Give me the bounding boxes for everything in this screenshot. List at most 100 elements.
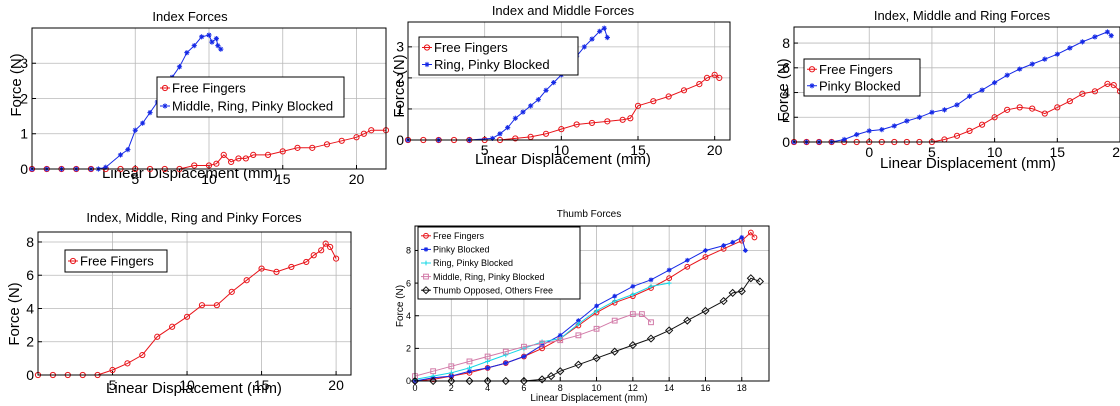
legend-box [417,226,581,300]
x-tick-label: 20 [328,377,344,393]
data-point [1092,34,1098,40]
y-tick-label: 0 [20,161,28,177]
data-point [213,302,220,309]
data-point [904,118,910,124]
data-point [730,239,736,245]
data-point [318,247,325,254]
y-tick-label: 1 [396,101,404,117]
data-point [743,248,748,253]
data-point [1017,66,1023,72]
chart-title: Thumb Forces [557,209,621,220]
data-point [1079,90,1086,97]
data-point [139,351,146,359]
data-point [535,97,541,103]
data-point [551,79,557,86]
data-point [630,283,636,289]
y-tick-label: 2 [782,109,790,125]
axes-box [407,21,731,141]
data-point [581,44,587,50]
data-point [597,28,603,34]
data-point [573,121,580,128]
data-point [665,326,674,335]
x-tick-label: 10 [201,171,217,187]
x-tick-label: 5 [109,377,117,393]
y-tick-label: 0 [782,134,790,150]
y-axis-label: Force (N) [8,53,25,116]
data-point [169,323,176,330]
data-point [503,352,509,358]
data-point [593,325,600,332]
legend-box [803,58,921,97]
legend: Free Fingers Ring, Pinky Blocked [418,36,579,76]
data-point [448,363,455,370]
data-point [235,155,242,162]
data-point [979,87,985,93]
data-point [557,337,564,344]
data-point [228,158,235,166]
y-axis-label: Force (N) [775,58,792,121]
x-axis-label: Linear Displacement (mm) [880,155,1056,172]
data-point [721,243,727,248]
axes-box [31,27,387,170]
data-point [154,333,161,340]
legend-label: Free Fingers [433,231,485,241]
data-point [294,144,301,151]
data-point [360,130,367,137]
data-point [264,151,272,158]
x-tick-label: 10 [554,142,570,158]
data-point [243,277,250,284]
x-tick-label: 20 [1112,144,1120,160]
data-point [666,267,672,273]
data-point [558,126,565,133]
y-tick-label: 4 [782,84,790,100]
chart-index-middle-ring-pinky-forces: Index, Middle, Ring and Pinky Forces Lin… [6,210,352,397]
legend-marker [423,232,429,239]
data-point [465,376,474,386]
y-tick-label: 8 [782,35,790,51]
data-point [309,144,316,151]
data-point [739,235,745,240]
y-tick-label: 2 [396,70,404,86]
y-tick-label: 4 [406,311,411,321]
data-point [556,367,565,376]
data-point [199,34,205,40]
data-point [184,50,190,56]
data-point [953,132,961,139]
data-point [147,110,153,116]
data-point [1054,104,1061,111]
legend: Free Fingers Pinky Blocked Ring, Pinky Blo… [417,226,581,300]
plot-area: 5 10 15 20 0 2 4 6 8 Free Fingers [26,231,352,393]
data-point [916,114,922,120]
data-point [992,80,998,86]
series-group [412,280,672,382]
data-point [466,358,473,365]
data-point [701,306,710,315]
data-point [627,115,634,122]
series-line [414,313,652,377]
chart-thumb-forces: Thumb Forces Linear Displacement (mm) Fo… [395,209,770,404]
data-point [557,332,563,338]
data-point [497,131,503,137]
data-point [539,342,545,348]
data-point [1004,72,1010,78]
data-point [619,116,626,123]
data-point [215,43,221,49]
x-tick-label: 15 [275,171,291,187]
data-point [191,162,198,169]
x-tick-label: 10 [987,144,1003,160]
data-point [117,152,124,158]
chart-index-middle-ring-forces: Index, Middle and Ring Forces Linear Dis… [775,8,1120,172]
data-point [711,71,718,78]
data-point [322,240,329,247]
legend-marker [809,83,815,89]
data-point [684,263,691,270]
legend-marker [162,103,168,109]
data-point [338,137,345,144]
data-point [1029,61,1035,67]
y-tick-label: 6 [26,267,34,283]
x-tick-label: 10 [592,383,602,393]
data-point [512,135,519,142]
data-point [218,46,224,52]
data-point [601,25,607,31]
